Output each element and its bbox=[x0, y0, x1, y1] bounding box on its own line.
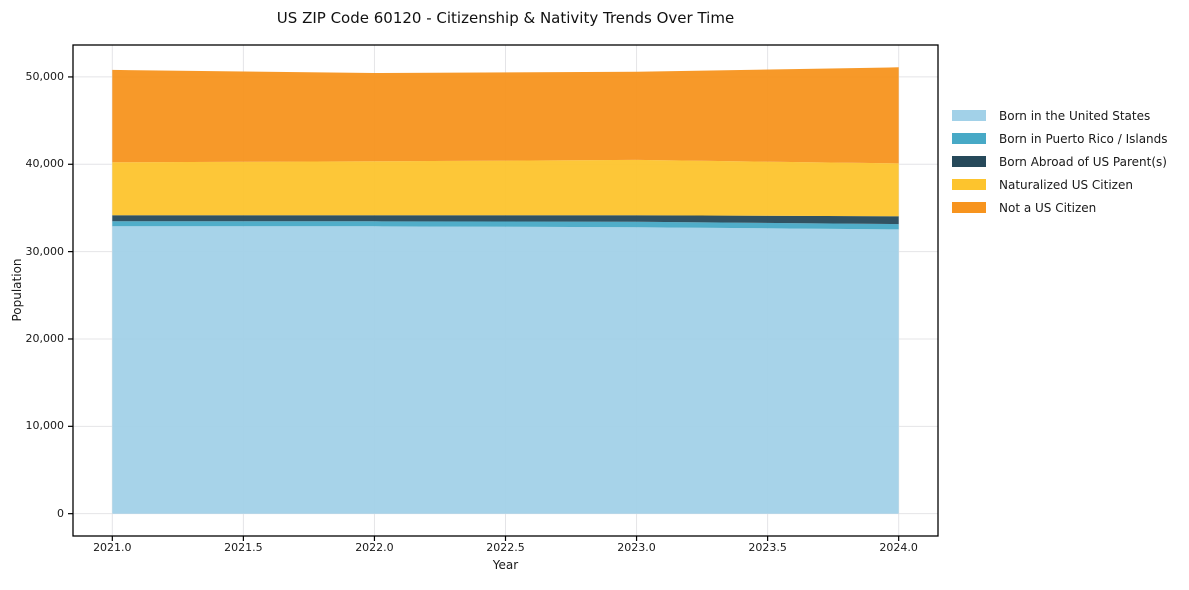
y-tick-label: 50,000 bbox=[25, 69, 65, 83]
x-tick-label: 2023.0 bbox=[617, 541, 656, 554]
y-tick-label: 0 bbox=[57, 506, 64, 520]
x-tick-label: 2022.0 bbox=[355, 541, 394, 554]
legend-swatch-icon bbox=[952, 202, 986, 213]
area-series bbox=[112, 215, 899, 225]
legend-swatch-icon bbox=[952, 133, 986, 144]
legend-label: Not a US Citizen bbox=[999, 200, 1097, 215]
x-tick-label: 2022.5 bbox=[486, 541, 525, 554]
x-tick-label: 2021.0 bbox=[93, 541, 132, 554]
x-tick-label: 2024.0 bbox=[879, 541, 918, 554]
legend-swatch-icon bbox=[952, 179, 986, 190]
legend-item: Born in the United States bbox=[952, 104, 1168, 127]
legend-item: Born in Puerto Rico / Islands bbox=[952, 127, 1168, 150]
legend-label: Naturalized US Citizen bbox=[999, 177, 1133, 192]
y-tick-label: 30,000 bbox=[25, 244, 65, 258]
legend-swatch-icon bbox=[952, 156, 986, 167]
legend-label: Born in the United States bbox=[999, 108, 1151, 123]
y-tick-label: 10,000 bbox=[25, 419, 65, 433]
legend-item: Born Abroad of US Parent(s) bbox=[952, 150, 1168, 173]
area-series bbox=[112, 67, 899, 164]
x-tick-label: 2023.5 bbox=[748, 541, 787, 554]
legend-item: Not a US Citizen bbox=[952, 196, 1168, 219]
x-tick-label: 2021.5 bbox=[224, 541, 263, 554]
area-series bbox=[112, 159, 899, 217]
legend-swatch-icon bbox=[952, 110, 986, 121]
legend-label: Born in Puerto Rico / Islands bbox=[999, 131, 1168, 146]
chart-title: US ZIP Code 60120 - Citizenship & Nativi… bbox=[276, 9, 735, 27]
x-axis-title: Year bbox=[492, 558, 519, 572]
legend: Born in the United States Born in Puerto … bbox=[952, 104, 1168, 219]
legend-label: Born Abroad of US Parent(s) bbox=[999, 154, 1167, 169]
legend-item: Naturalized US Citizen bbox=[952, 173, 1168, 196]
y-tick-label: 20,000 bbox=[25, 331, 65, 345]
y-tick-label: 40,000 bbox=[25, 157, 65, 171]
area-series bbox=[112, 221, 899, 230]
area-series bbox=[112, 226, 899, 514]
